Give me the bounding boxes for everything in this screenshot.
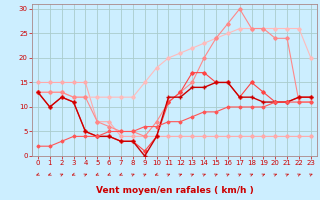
X-axis label: Vent moyen/en rafales ( km/h ): Vent moyen/en rafales ( km/h ) xyxy=(96,186,253,195)
